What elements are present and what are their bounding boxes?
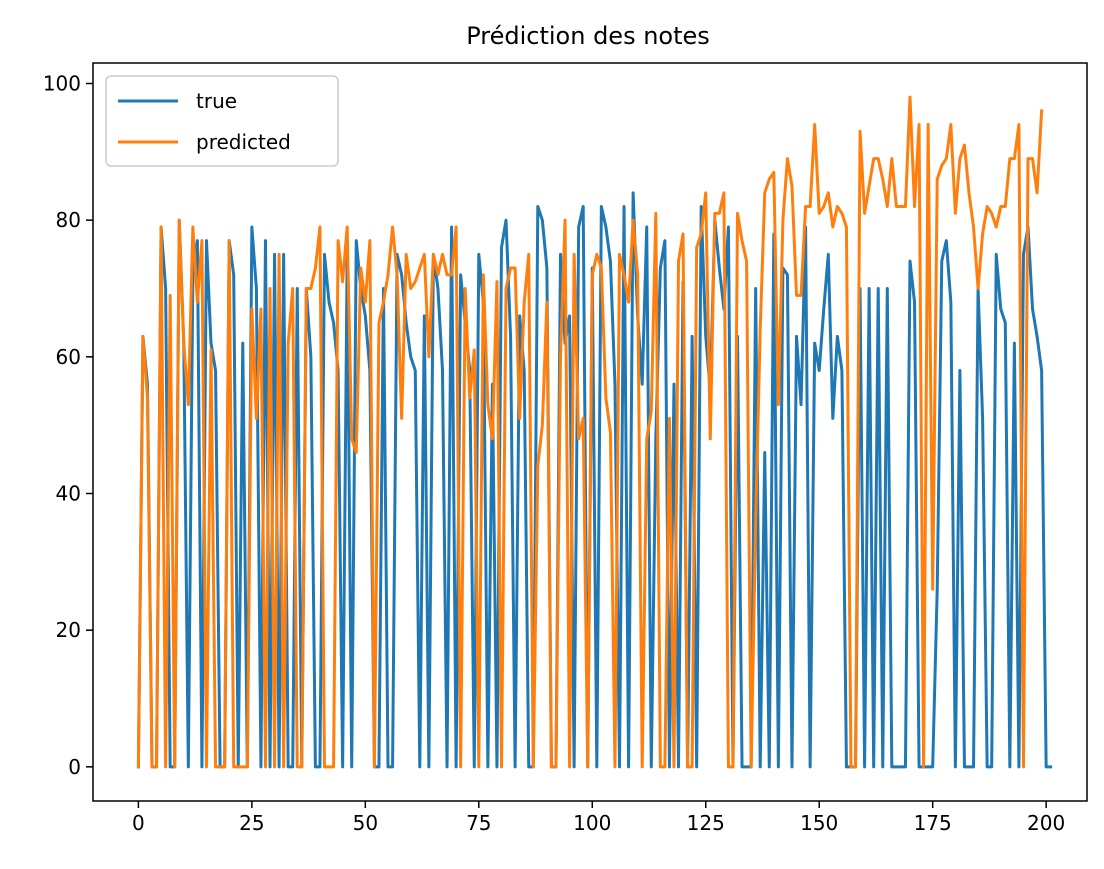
- legend: true predicted: [105, 75, 339, 167]
- x-tick-label: 125: [687, 811, 725, 835]
- x-tick-label: 100: [573, 811, 611, 835]
- ticks-layer: 0 25 50 75 100 125 150 175 200 0 20 40 60 80 100: [43, 72, 1065, 836]
- y-tick-label: 60: [56, 345, 81, 369]
- x-tick-label: 200: [1027, 811, 1065, 835]
- x-tick-label: 25: [239, 811, 264, 835]
- y-tick-label: 0: [68, 755, 81, 779]
- series-line-true: [136, 191, 1053, 769]
- x-tick-label: 175: [914, 811, 952, 835]
- x-tick-label: 50: [353, 811, 378, 835]
- y-tick-label: 100: [43, 72, 81, 96]
- y-tick-label: 80: [56, 208, 81, 232]
- legend-label-predicted: predicted: [196, 130, 291, 154]
- x-tick-label: 150: [800, 811, 838, 835]
- x-tick-label: 0: [132, 811, 145, 835]
- y-tick-label: 40: [56, 482, 81, 506]
- legend-label-true: true: [196, 89, 237, 113]
- series-layer: [136, 95, 1053, 769]
- y-tick-label: 20: [56, 618, 81, 642]
- chart-title: Prédiction des notes: [466, 22, 710, 50]
- x-tick-label: 75: [466, 811, 491, 835]
- series-line-predicted: [136, 95, 1044, 769]
- axes-frame: [92, 62, 1088, 802]
